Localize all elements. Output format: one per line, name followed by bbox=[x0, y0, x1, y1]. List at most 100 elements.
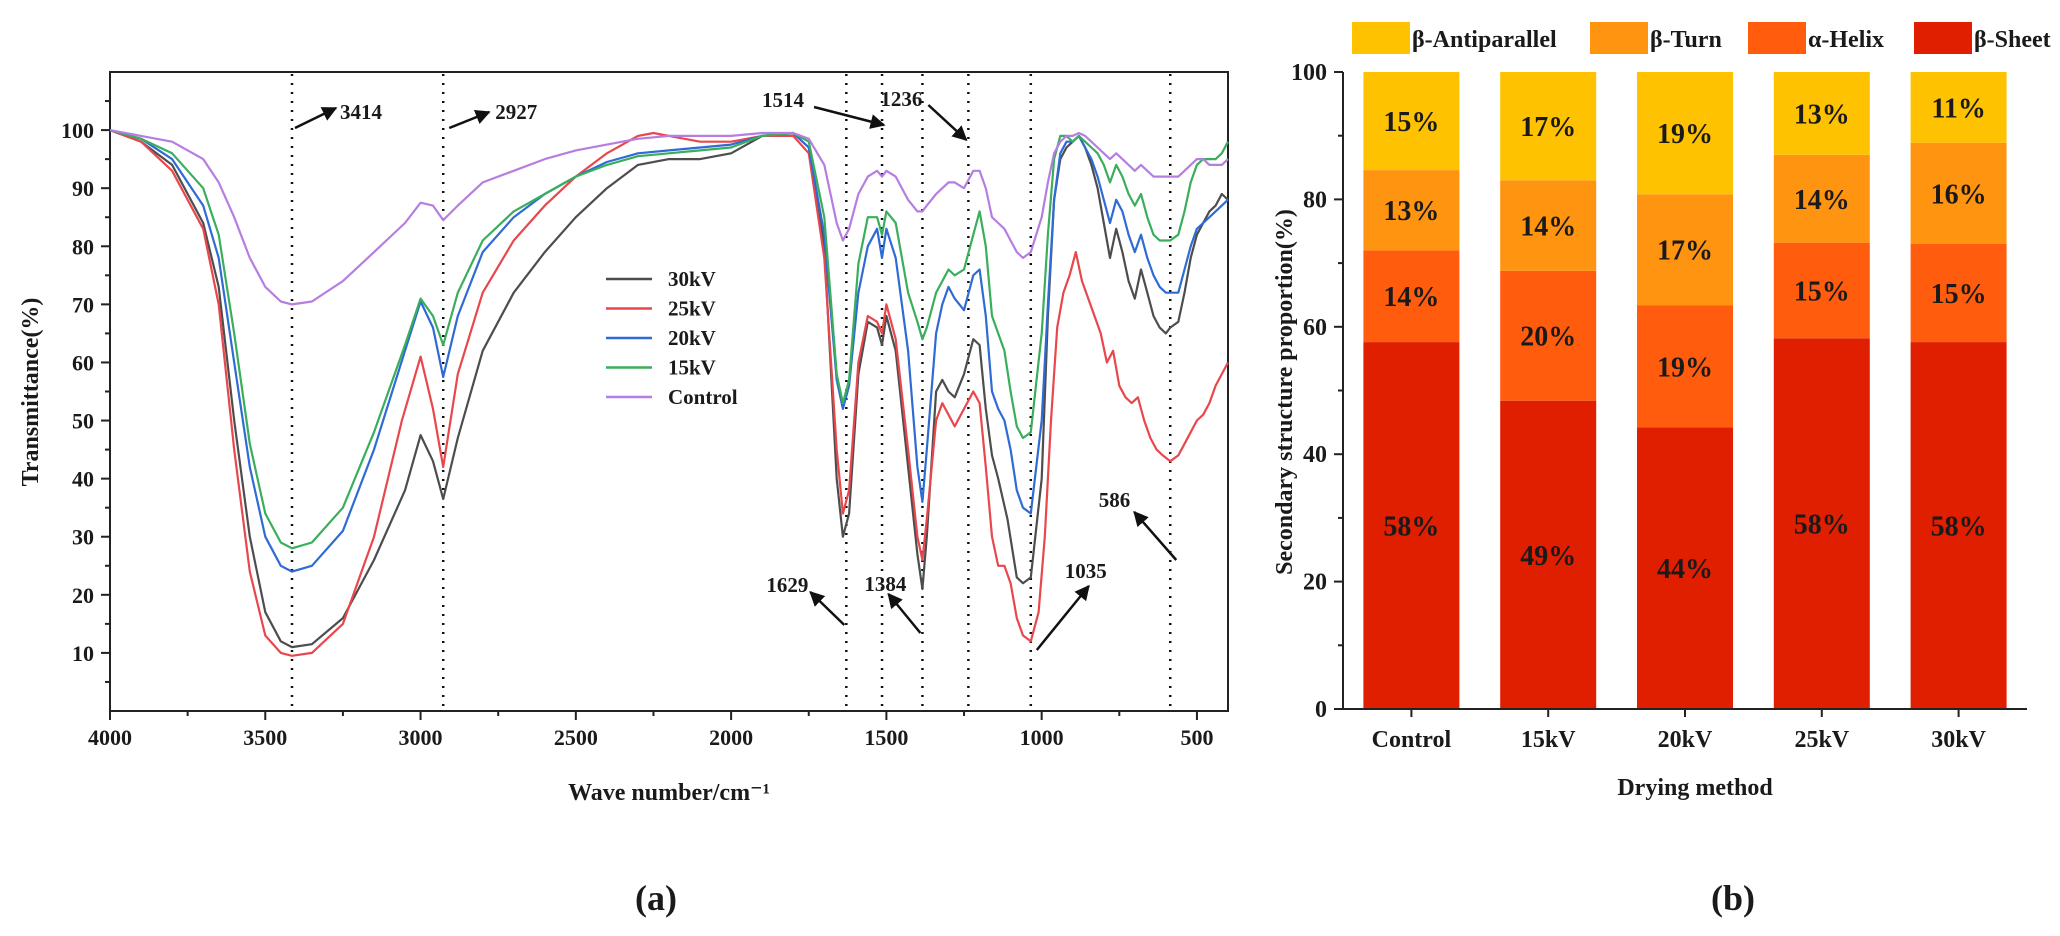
y-tick-label: 50 bbox=[72, 409, 94, 434]
bar-segment bbox=[1500, 270, 1597, 401]
data-label: 16% bbox=[1931, 179, 1987, 210]
bar-segment bbox=[1500, 400, 1597, 709]
bar-segment bbox=[1773, 338, 1870, 709]
bar-segment bbox=[1363, 170, 1460, 251]
y-tick-label: 80 bbox=[72, 234, 94, 259]
series-line-15kv bbox=[109, 129, 1229, 550]
x-axis-title: Wave number/cm⁻¹ bbox=[568, 780, 770, 806]
data-label: 20% bbox=[1520, 322, 1576, 353]
y-axis-title: Secondary structure proportion(%) bbox=[1272, 209, 1298, 575]
y-tick-label: 20 bbox=[1303, 570, 1327, 596]
annotation-label-1514: 1514 bbox=[762, 88, 805, 112]
legend: β-Antiparallel β-Turn α-Helix β-Sheet bbox=[1352, 22, 2051, 54]
x-tick-label: Control bbox=[1372, 727, 1452, 753]
y-tick-label: 30 bbox=[72, 525, 94, 550]
data-label: 58% bbox=[1931, 512, 1987, 543]
legend-label: Control bbox=[668, 385, 738, 409]
annotation-arrow-1384 bbox=[887, 592, 922, 634]
legend-label: β-Turn bbox=[1650, 27, 1722, 53]
x-tick-label: 2000 bbox=[709, 725, 753, 750]
series-line-25kv bbox=[109, 129, 1229, 657]
bar-segment bbox=[1363, 342, 1460, 709]
bar-segment bbox=[1773, 72, 1870, 155]
bar-segment bbox=[1637, 194, 1733, 306]
annotation-arrow-1514 bbox=[813, 105, 886, 129]
ftir-line-chart: 4000 3500 3000 2500 2000 1500 1000 500 10 20 30 40… bbox=[18, 71, 1229, 918]
series-line-control bbox=[109, 129, 1229, 306]
x-tick-label: 3500 bbox=[243, 725, 287, 750]
legend-label: β-Antiparallel bbox=[1412, 27, 1557, 53]
annotation-label-1035: 1035 bbox=[1065, 559, 1107, 583]
data-label: 19% bbox=[1657, 119, 1713, 150]
y-tick-label: 60 bbox=[72, 350, 94, 375]
bar-segment bbox=[1773, 154, 1870, 243]
y-tick-label: 40 bbox=[1303, 442, 1327, 468]
data-label: 49% bbox=[1520, 541, 1576, 572]
data-label: 15% bbox=[1794, 276, 1850, 307]
data-label: 14% bbox=[1383, 282, 1439, 313]
legend-swatch bbox=[1590, 22, 1648, 54]
legend-swatch bbox=[1352, 22, 1410, 54]
y-tick-label: 80 bbox=[1303, 187, 1327, 213]
data-label: 19% bbox=[1657, 352, 1713, 383]
annotation-arrow-586 bbox=[1133, 510, 1178, 561]
data-label: 17% bbox=[1520, 112, 1576, 143]
x-axis-title: Drying method bbox=[1617, 775, 1773, 801]
bar-segment bbox=[1637, 72, 1733, 195]
legend: 30kV 25kV 20kV 15kV Control bbox=[606, 267, 738, 409]
annotation-arrow-1236 bbox=[927, 104, 968, 142]
stacked-bar-chart: β-Antiparallel β-Turn α-Helix β-Sheet 58% 14… bbox=[1272, 22, 2051, 918]
data-label: 15% bbox=[1383, 107, 1439, 138]
x-tick-label: 2500 bbox=[554, 725, 598, 750]
data-label: 17% bbox=[1657, 236, 1713, 267]
y-tick-label: 100 bbox=[61, 118, 94, 143]
y-tick-label: 40 bbox=[72, 467, 94, 492]
x-tick-label: 3000 bbox=[399, 725, 443, 750]
data-label: 11% bbox=[1931, 93, 1985, 124]
legend-label: 20kV bbox=[668, 326, 716, 350]
bar-segment bbox=[1910, 142, 2007, 244]
x-tick-label: 1000 bbox=[1020, 725, 1064, 750]
data-label: 14% bbox=[1520, 212, 1576, 243]
annotation-label-1384: 1384 bbox=[864, 572, 907, 596]
panel-label-b: (b) bbox=[1711, 878, 1755, 918]
x-axis-categories: Control 15kV 20kV 25kV 30kV bbox=[1372, 709, 1987, 753]
legend-label: β-Sheet bbox=[1974, 27, 2051, 53]
bar-segment bbox=[1910, 243, 2007, 343]
bar-segment bbox=[1500, 180, 1597, 271]
y-tick-label: 100 bbox=[1291, 60, 1327, 86]
x-tick-label: 15kV bbox=[1521, 727, 1576, 753]
annotation-arrow-2927 bbox=[448, 110, 491, 130]
annotation-arrow-3414 bbox=[294, 106, 338, 130]
data-label: 58% bbox=[1794, 510, 1850, 541]
bar-segment bbox=[1637, 305, 1733, 428]
legend-label: 25kV bbox=[668, 297, 716, 321]
data-label: 14% bbox=[1794, 185, 1850, 216]
y-axis-title: Transmittance(%) bbox=[18, 298, 44, 487]
bar-segment bbox=[1363, 72, 1460, 171]
x-tick-label: 20kV bbox=[1658, 727, 1713, 753]
x-tick-label: 25kV bbox=[1794, 727, 1849, 753]
y-tick-label: 90 bbox=[72, 176, 94, 201]
data-label: 15% bbox=[1931, 279, 1987, 310]
bars: 58% 14% 13% 15% 49% 20% 14% 17% 44% 19% 17% 19% 58% 1… bbox=[1363, 72, 2007, 709]
data-label: 13% bbox=[1794, 99, 1850, 130]
annotation-label-1236: 1236 bbox=[880, 87, 922, 111]
peak-annotations: 3414 2927 1514 1236 1629 1384 1035 586 bbox=[294, 87, 1178, 651]
data-label: 44% bbox=[1657, 554, 1713, 585]
legend-label: α-Helix bbox=[1808, 27, 1884, 53]
bar-segment bbox=[1637, 427, 1733, 709]
x-tick-label: 30kV bbox=[1931, 727, 1986, 753]
series-lines bbox=[109, 129, 1229, 657]
annotation-label-3414: 3414 bbox=[340, 100, 383, 124]
x-axis-ticks: 4000 3500 3000 2500 2000 1500 1000 500 bbox=[88, 711, 1213, 750]
annotation-arrow-1035 bbox=[1035, 584, 1090, 651]
x-tick-label: 4000 bbox=[88, 725, 132, 750]
x-tick-label: 1500 bbox=[864, 725, 908, 750]
legend-swatch bbox=[1748, 22, 1806, 54]
series-line-30kv bbox=[109, 129, 1229, 649]
y-axis-ticks: 10 20 30 40 50 60 70 80 90 100 bbox=[61, 100, 110, 683]
bar-segment bbox=[1363, 250, 1460, 343]
annotation-arrow-1629 bbox=[809, 590, 846, 626]
